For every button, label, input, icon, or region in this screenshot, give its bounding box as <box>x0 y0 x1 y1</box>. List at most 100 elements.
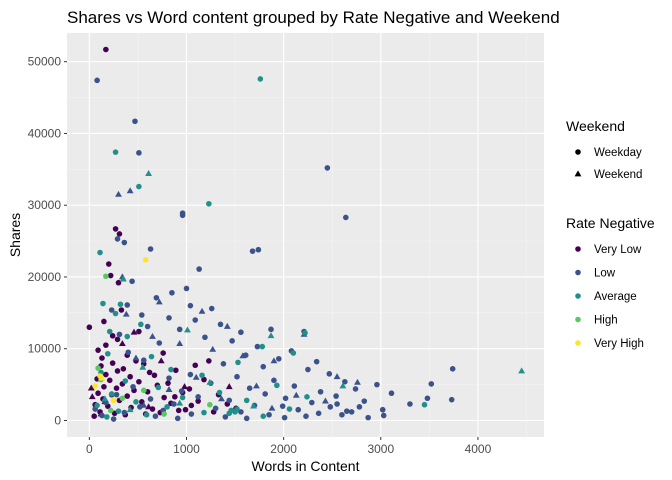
legend-key-circle-point <box>575 246 581 252</box>
data-point-triangle-point <box>139 363 147 370</box>
data-point-triangle-point <box>101 395 109 402</box>
y-tick-label: 0 <box>54 413 61 427</box>
legend-key-circle-point <box>575 316 581 323</box>
data-point-circle-point <box>171 401 177 407</box>
data-point-circle-point <box>139 312 145 318</box>
data-point-circle-point <box>327 404 334 410</box>
data-point-circle-point <box>186 386 193 392</box>
data-point-circle-point <box>421 401 428 408</box>
data-point-circle-point <box>274 382 280 389</box>
data-point-circle-point <box>234 406 240 412</box>
legend-key-circle-point <box>575 269 581 276</box>
data-point-triangle-point <box>126 406 134 413</box>
data-point-triangle-point <box>218 395 225 402</box>
plot-panel <box>67 33 544 437</box>
data-point-circle-point <box>183 285 190 292</box>
data-point-circle-point <box>136 150 142 156</box>
data-point-circle-point <box>133 399 139 405</box>
data-point-circle-point <box>94 402 100 409</box>
data-point-triangle-point <box>267 332 275 339</box>
data-point-circle-point <box>120 366 127 372</box>
y-axis-title: Shares <box>7 213 23 257</box>
data-point-circle-point <box>132 118 138 125</box>
data-point-circle-point <box>161 394 167 401</box>
data-point-circle-point <box>113 385 120 392</box>
y-tick-label: 10000 <box>28 342 62 356</box>
data-point-circle-point <box>374 381 380 388</box>
data-point-triangle-point <box>292 391 300 398</box>
data-point-circle-point <box>379 406 386 413</box>
data-point-circle-point <box>348 409 355 415</box>
data-point-triangle-point <box>192 373 200 380</box>
data-point-triangle-point <box>321 397 329 404</box>
data-point-circle-point <box>121 409 128 416</box>
data-point-circle-point <box>234 373 240 380</box>
data-point-circle-point <box>110 416 117 422</box>
data-point-circle-point <box>161 411 167 417</box>
data-point-circle-point <box>160 350 166 356</box>
data-point-circle-point <box>449 366 456 372</box>
data-point-circle-point <box>112 310 119 317</box>
data-point-circle-point <box>92 383 98 389</box>
data-point-circle-point <box>100 300 106 307</box>
data-point-circle-point <box>115 408 122 414</box>
data-point-circle-point <box>112 149 119 155</box>
data-point-circle-point <box>104 414 110 420</box>
data-point-circle-point <box>166 375 172 381</box>
data-point-circle-point <box>260 363 267 370</box>
data-point-circle-point <box>407 401 413 407</box>
y-tick-label: 20000 <box>28 270 62 284</box>
legend-weekend-label: Weekday <box>594 147 642 159</box>
data-point-circle-point <box>110 397 117 404</box>
data-point-circle-point <box>291 383 298 389</box>
series-very-high <box>92 256 149 404</box>
data-point-circle-point <box>116 331 123 338</box>
data-point-circle-point <box>339 411 345 418</box>
data-point-circle-point <box>286 406 293 412</box>
data-point-triangle-point <box>339 382 347 389</box>
data-point-triangle-point <box>132 354 140 361</box>
data-point-triangle-point <box>87 384 95 391</box>
data-point-circle-point <box>268 326 274 333</box>
data-point-circle-point <box>202 334 208 341</box>
data-point-circle-point <box>108 391 115 397</box>
data-point-circle-point <box>290 350 297 356</box>
data-point-circle-point <box>108 307 115 313</box>
data-point-triangle-point <box>354 378 361 385</box>
data-point-circle-point <box>220 361 227 367</box>
data-point-circle-point <box>182 406 189 413</box>
data-point-triangle-point <box>88 393 96 400</box>
data-point-circle-point <box>207 401 213 408</box>
data-point-circle-point <box>356 404 363 410</box>
data-point-triangle-point <box>176 340 184 347</box>
data-point-circle-point <box>313 358 320 365</box>
data-point-circle-point <box>143 411 150 418</box>
data-point-circle-point <box>99 355 105 361</box>
data-point-circle-point <box>117 301 124 308</box>
y-tick-label: 40000 <box>28 126 62 140</box>
data-point-circle-point <box>206 200 212 207</box>
data-point-circle-point <box>152 413 159 419</box>
data-point-circle-point <box>129 278 135 285</box>
data-point-triangle-point <box>98 374 106 381</box>
legend-weekend-label: Weekend <box>594 169 642 181</box>
data-point-triangle-point <box>181 383 188 390</box>
data-point-circle-point <box>95 347 101 353</box>
data-point-circle-point <box>114 368 121 374</box>
data-point-triangle-point <box>270 357 278 364</box>
data-point-circle-point <box>238 409 244 415</box>
data-point-circle-point <box>317 388 324 395</box>
data-point-circle-point <box>174 415 181 422</box>
data-point-circle-point <box>124 393 131 399</box>
data-point-triangle-point <box>126 187 134 194</box>
data-point-circle-point <box>127 373 133 380</box>
data-point-circle-point <box>361 398 368 404</box>
data-point-circle-point <box>243 415 250 422</box>
data-point-circle-point <box>226 410 233 417</box>
data-point-triangle-point <box>149 332 156 339</box>
data-point-circle-point <box>137 404 143 410</box>
data-point-triangle-point <box>145 170 153 176</box>
data-point-circle-point <box>101 383 107 390</box>
data-point-circle-point <box>255 246 262 253</box>
